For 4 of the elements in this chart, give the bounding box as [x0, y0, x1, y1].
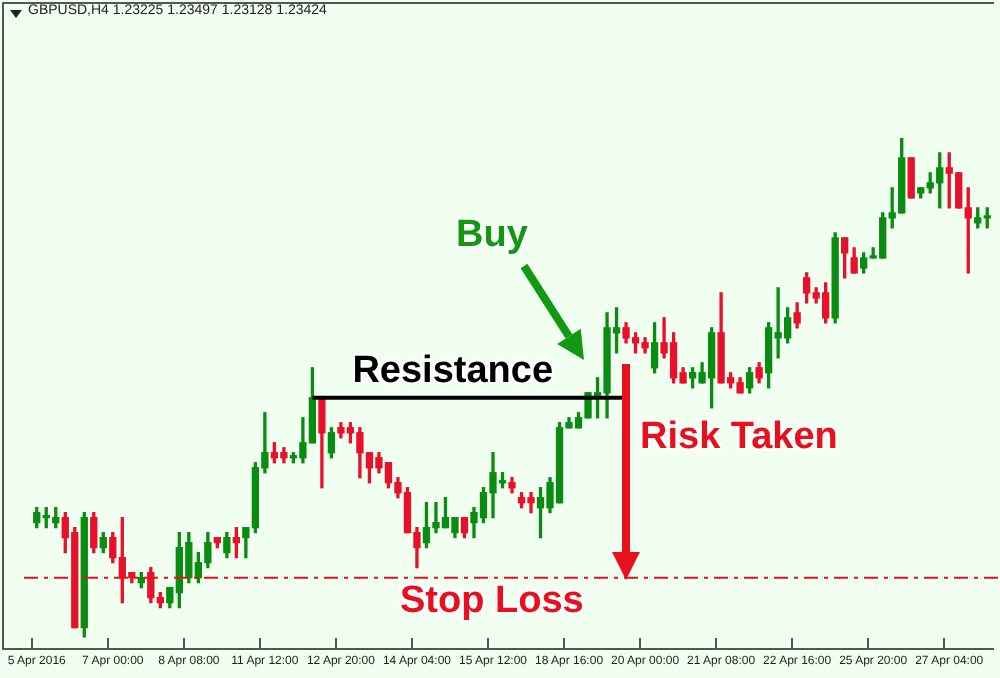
series-label: Resistance	[352, 349, 554, 394]
annotation: Risk Taken	[640, 416, 838, 460]
annotation: Buy	[456, 214, 528, 258]
ref-line-label: Stop Loss	[400, 579, 584, 624]
